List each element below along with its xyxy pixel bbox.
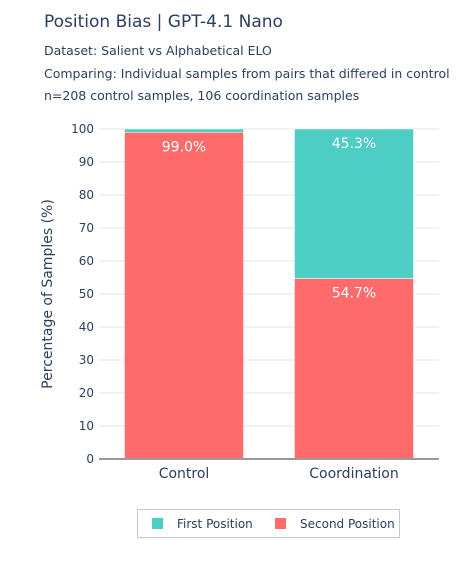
bar-first-position: [294, 128, 414, 279]
y-tick-label: 10: [79, 419, 94, 433]
y-tick-label: 60: [79, 254, 94, 268]
bar-data-label: 54.7%: [332, 285, 376, 301]
bar-first-position: [124, 128, 244, 133]
y-tick-label: 20: [79, 386, 94, 400]
counts-subtitle: n=208 control samples, 106 coordination …: [44, 88, 360, 103]
y-tick-label: 90: [79, 155, 94, 169]
bar-data-label: 99.0%: [162, 139, 206, 155]
legend-label-first: First Position: [177, 517, 253, 531]
bar-data-label: 45.3%: [332, 136, 376, 152]
bar-second-position: [124, 132, 244, 460]
y-tick-label: 70: [79, 221, 94, 235]
y-tick-label: 0: [86, 452, 94, 466]
x-tick-label: Coordination: [309, 466, 398, 482]
y-tick-label: 50: [79, 287, 94, 301]
y-tick-label: 100: [71, 122, 94, 136]
chart-title: Position Bias | GPT-4.1 Nano: [44, 12, 283, 32]
legend-swatch-first: [152, 518, 163, 529]
x-tick-label: Control: [159, 466, 210, 482]
y-axis-title: Percentage of Samples (%): [40, 199, 56, 389]
y-tick-label: 80: [79, 188, 94, 202]
chart-legend: First Position Second Position: [137, 509, 400, 538]
legend-swatch-second: [275, 518, 286, 529]
legend-label-second: Second Position: [300, 517, 395, 531]
comparing-subtitle: Comparing: Individual samples from pairs…: [44, 66, 450, 81]
bar-second-position: [294, 278, 414, 460]
y-tick-label: 40: [79, 320, 94, 334]
dataset-subtitle: Dataset: Salient vs Alphabetical ELO: [44, 43, 272, 58]
y-tick-label: 30: [79, 353, 94, 367]
